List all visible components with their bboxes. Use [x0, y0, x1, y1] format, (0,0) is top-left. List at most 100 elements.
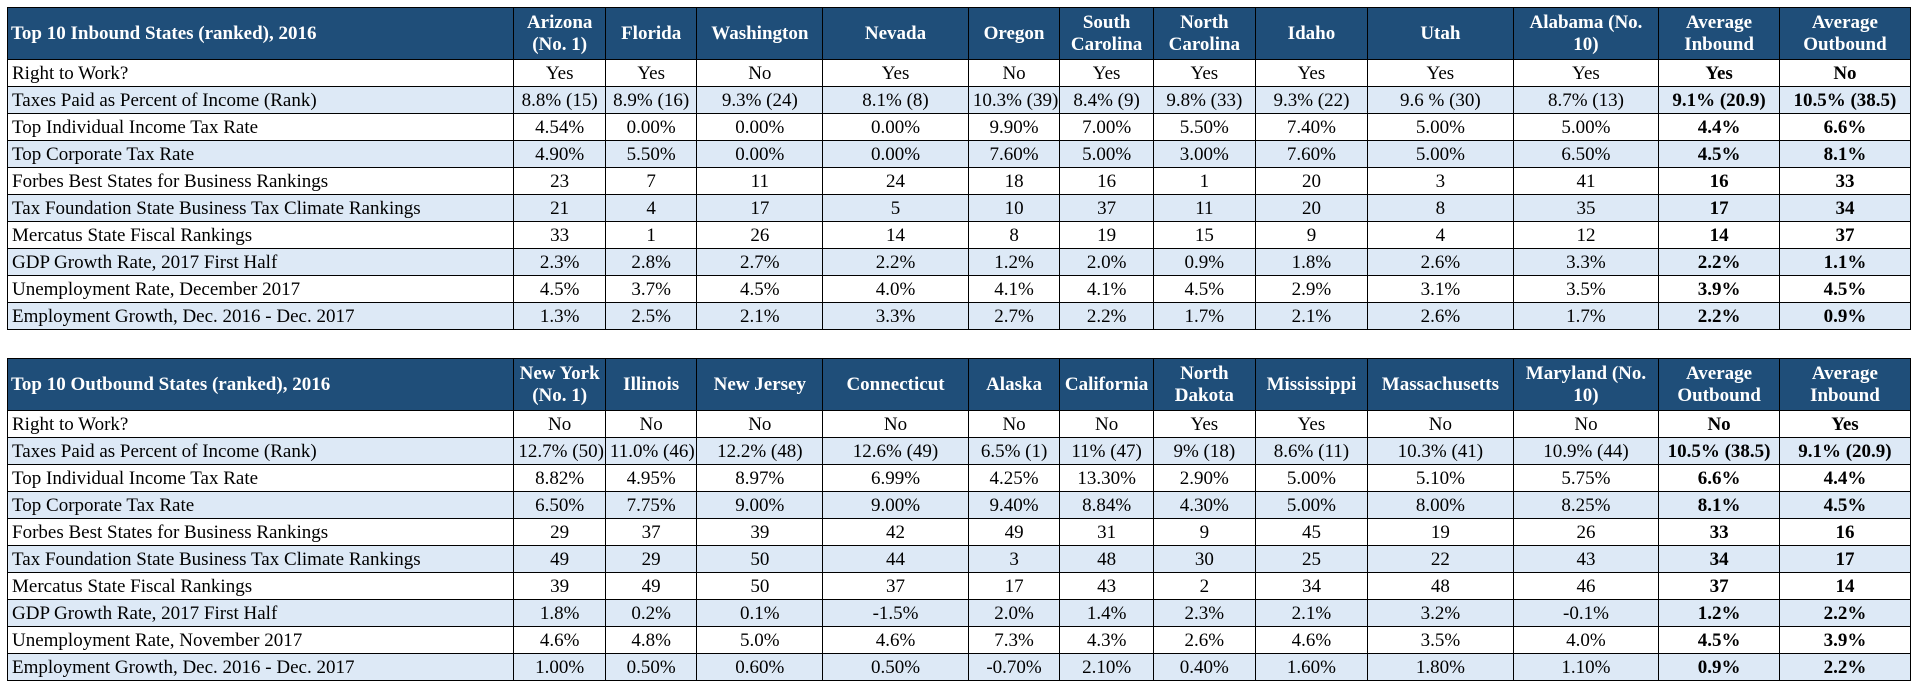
- table-cell: 1: [1152, 167, 1256, 195]
- table-cell: 2.0%: [1059, 248, 1154, 276]
- table-cell: 9.40%: [967, 491, 1061, 519]
- table-cell: 22: [1367, 545, 1514, 573]
- column-header: Massachusetts: [1367, 358, 1514, 411]
- table-cell: 0.40%: [1152, 653, 1256, 681]
- table-cell: 8.84%: [1059, 491, 1154, 519]
- table-cell: 4.25%: [967, 464, 1061, 492]
- table-cell: -0.70%: [967, 653, 1061, 681]
- table-cell: Yes: [1254, 410, 1369, 438]
- table-row: GDP Growth Rate, 2017 First Half 1.8% 0.2%…: [6, 599, 1911, 627]
- row-label: Taxes Paid as Percent of Income (Rank): [6, 437, 515, 465]
- average-cell: 34: [1778, 194, 1911, 222]
- table-row: Forbes Best States for Business Rankings…: [6, 518, 1911, 546]
- average-cell: 4.4%: [1778, 464, 1911, 492]
- table-title: Top 10 Inbound States (ranked), 2016: [6, 7, 515, 60]
- row-label: Employment Growth, Dec. 2016 - Dec. 2017: [6, 302, 515, 330]
- outbound-header-row: Top 10 Outbound States (ranked), 2016 New…: [6, 358, 1911, 411]
- average-cell: 10.5% (38.5): [1778, 86, 1911, 114]
- table-row: Unemployment Rate, November 2017 4.6% 4.8%…: [6, 626, 1911, 654]
- table-cell: No: [822, 410, 969, 438]
- column-header: New Jersey: [696, 358, 824, 411]
- table-cell: 25: [1254, 545, 1369, 573]
- table-cell: 0.00%: [822, 113, 969, 141]
- table-cell: 9.3% (22): [1254, 86, 1369, 114]
- table-cell: 3.5%: [1512, 275, 1660, 303]
- table-cell: 9% (18): [1152, 437, 1256, 465]
- table-cell: 2.1%: [1254, 302, 1369, 330]
- column-header: Mississippi: [1254, 358, 1369, 411]
- average-cell: 3.9%: [1658, 275, 1780, 303]
- row-label: Top Individual Income Tax Rate: [6, 464, 515, 492]
- row-label: Right to Work?: [6, 59, 515, 87]
- table-cell: 17: [967, 572, 1061, 600]
- table-cell: 0.00%: [696, 113, 824, 141]
- table-row: Right to Work? Yes Yes No Yes No Yes Yes Yes Yes Y…: [6, 59, 1911, 87]
- table-cell: 48: [1059, 545, 1154, 573]
- table-cell: 2.1%: [696, 302, 824, 330]
- table-cell: 50: [696, 572, 824, 600]
- table-cell: 4: [1367, 221, 1514, 249]
- column-header: Washington: [696, 7, 824, 60]
- table-cell: No: [1059, 410, 1154, 438]
- table-cell: Yes: [1367, 59, 1514, 87]
- table-row: Top Individual Income Tax Rate 4.54% 0.00%…: [6, 113, 1911, 141]
- table-cell: 10.9% (44): [1512, 437, 1660, 465]
- table-cell: 4.5%: [696, 275, 824, 303]
- average-cell: 14: [1778, 572, 1911, 600]
- table-cell: 1.60%: [1254, 653, 1369, 681]
- table-cell: Yes: [513, 59, 606, 87]
- table-cell: 20: [1254, 194, 1369, 222]
- average-cell: 4.4%: [1658, 113, 1780, 141]
- average-cell: 2.2%: [1658, 248, 1780, 276]
- table-cell: 37: [1059, 194, 1154, 222]
- average-cell: 33: [1778, 167, 1911, 195]
- table-row: Mercatus State Fiscal Rankings 33 1 26 14 8 19…: [6, 221, 1911, 249]
- table-cell: No: [967, 410, 1061, 438]
- table-cell: 1.7%: [1512, 302, 1660, 330]
- table-cell: 5.00%: [1367, 140, 1514, 168]
- row-label: Top Corporate Tax Rate: [6, 491, 515, 519]
- table-cell: 4.6%: [1254, 626, 1369, 654]
- row-label: Forbes Best States for Business Rankings: [6, 518, 515, 546]
- table-cell: No: [696, 410, 824, 438]
- row-label: Tax Foundation State Business Tax Climat…: [6, 194, 515, 222]
- table-cell: 29: [604, 545, 698, 573]
- table-row: Taxes Paid as Percent of Income (Rank) 8.…: [6, 86, 1911, 114]
- average-cell: 6.6%: [1658, 464, 1780, 492]
- table-cell: 26: [1512, 518, 1660, 546]
- table-cell: 9: [1254, 221, 1369, 249]
- table-cell: 8.8% (15): [513, 86, 606, 114]
- table-cell: 6.99%: [822, 464, 969, 492]
- average-cell: 10.5% (38.5): [1658, 437, 1780, 465]
- table-row: Taxes Paid as Percent of Income (Rank) 12…: [6, 437, 1911, 465]
- average-cell: 2.2%: [1778, 653, 1911, 681]
- table-cell: 2.5%: [604, 302, 698, 330]
- average-cell: 37: [1658, 572, 1780, 600]
- table-cell: 8.6% (11): [1254, 437, 1369, 465]
- table-cell: 9.8% (33): [1152, 86, 1256, 114]
- table-cell: 49: [604, 572, 698, 600]
- column-header: Connecticut: [822, 358, 969, 411]
- table-cell: No: [1367, 410, 1514, 438]
- table-cell: 42: [822, 518, 969, 546]
- table-cell: 8.82%: [513, 464, 606, 492]
- table-cell: 4: [604, 194, 698, 222]
- column-header: Average Outbound: [1658, 358, 1780, 411]
- table-cell: 2.2%: [1059, 302, 1154, 330]
- average-cell: 14: [1658, 221, 1780, 249]
- table-row: Top Individual Income Tax Rate 8.82% 4.95%…: [6, 464, 1911, 492]
- table-cell: 2.6%: [1152, 626, 1256, 654]
- table-cell: 5.00%: [1254, 491, 1369, 519]
- table-cell: 12.6% (49): [822, 437, 969, 465]
- table-cell: 26: [696, 221, 824, 249]
- table-cell: 24: [822, 167, 969, 195]
- average-cell: 6.6%: [1778, 113, 1911, 141]
- row-label: Top Corporate Tax Rate: [6, 140, 515, 168]
- table-cell: 23: [513, 167, 606, 195]
- table-cell: 7.75%: [604, 491, 698, 519]
- table-cell: 8.1% (8): [822, 86, 969, 114]
- table-cell: 10: [967, 194, 1061, 222]
- average-cell: 2.2%: [1658, 302, 1780, 330]
- average-cell: Yes: [1778, 410, 1911, 438]
- table-cell: 6.5% (1): [967, 437, 1061, 465]
